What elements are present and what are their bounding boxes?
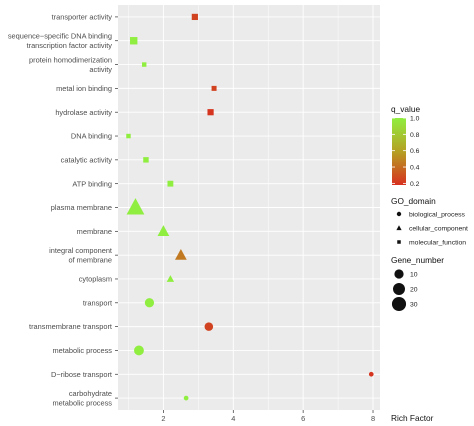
colorbar-label: 0.8 xyxy=(410,132,420,139)
colorbar-label: 0.4 xyxy=(410,165,420,172)
data-point xyxy=(167,180,174,187)
data-point xyxy=(130,37,138,45)
y-axis-labels: transporter activity sequence−specific DN… xyxy=(8,13,118,408)
y-tick-label-line: catalytic activity xyxy=(61,155,113,164)
data-point xyxy=(141,62,147,67)
legend-size-key xyxy=(393,283,405,295)
legend-shape-key xyxy=(396,225,402,231)
legend-go-domain: GO_domain biological_process cellular_com… xyxy=(391,196,468,246)
y-tick-label-line: transcription factor activity xyxy=(27,41,113,50)
y-tick-label-line: metabolic process xyxy=(52,346,112,355)
legend-shape-label: cellular_component xyxy=(409,225,468,232)
legend-size-key xyxy=(394,269,404,279)
data-point xyxy=(368,371,374,377)
legend-size-key xyxy=(391,296,407,312)
y-tick-label: metabolic process xyxy=(52,346,112,355)
legend-shape-label: biological_process xyxy=(409,211,466,218)
y-tick-label-line: sequence−specific DNA binding xyxy=(8,32,112,41)
data-point xyxy=(211,85,217,91)
data-point xyxy=(191,13,198,21)
data-point xyxy=(143,157,149,163)
y-tick-label: catalytic activity xyxy=(61,155,113,164)
y-tick-label-line: membrane xyxy=(77,227,112,236)
legend-size-label: 20 xyxy=(410,286,418,293)
y-tick-label: transporter activity xyxy=(52,13,113,22)
data-point xyxy=(207,109,214,116)
colorbar-label: 1.0 xyxy=(410,116,420,123)
y-tick-label-line: integral component xyxy=(49,246,112,255)
y-tick-label: sequence−specific DNA binding transcripti… xyxy=(8,32,112,51)
y-tick-label-line: metabolic process xyxy=(52,398,112,407)
legend-gene-number: Gene_number 10 20 30 xyxy=(391,255,444,312)
y-tick-label: cytoplasm xyxy=(79,275,112,284)
x-axis-title: Rich Factor xyxy=(391,413,434,423)
grid-lines xyxy=(118,5,380,410)
legend-go-domain-title: GO_domain xyxy=(391,196,436,206)
y-tick-label: hydrolase activity xyxy=(55,108,112,117)
colorbar-label: 0.2 xyxy=(410,181,420,188)
y-tick-label: carbohydrate metabolic process xyxy=(52,389,112,408)
data-point xyxy=(183,395,189,401)
y-tick-label-line: DNA binding xyxy=(71,132,112,141)
y-tick-label-line: metal ion binding xyxy=(56,84,112,93)
data-points xyxy=(126,13,374,401)
x-tick-label: 8 xyxy=(371,414,375,423)
data-point xyxy=(204,322,214,331)
y-tick-label: D−ribose transport xyxy=(51,370,112,379)
y-tick-label: protein homodimerization activity xyxy=(29,55,112,74)
legend-shape-key xyxy=(397,240,401,244)
legend-q-value: q_value 1.0 0.8 0.6 0.4 0.2 xyxy=(391,104,420,188)
y-tick-label: transport xyxy=(83,298,112,307)
legend-shape-label: molecular_function xyxy=(409,239,466,246)
y-tick-label-line: cytoplasm xyxy=(79,275,112,284)
y-tick-label-line: ATP binding xyxy=(72,179,112,188)
data-point xyxy=(166,275,175,282)
x-tick-label: 6 xyxy=(301,414,305,423)
legend-size-label: 10 xyxy=(410,271,418,278)
y-tick-label-line: activity xyxy=(89,65,112,74)
y-tick-label: metal ion binding xyxy=(56,84,112,93)
x-axis-ticks: 2 4 6 8 xyxy=(161,410,375,423)
legend-q-value-title: q_value xyxy=(391,104,420,114)
data-point xyxy=(134,345,144,356)
legend-gene-number-title: Gene_number xyxy=(391,255,444,265)
data-point xyxy=(175,248,187,260)
y-tick-label-line: transmembrane transport xyxy=(29,322,112,331)
y-tick-label: DNA binding xyxy=(71,132,112,141)
y-tick-label-line: protein homodimerization xyxy=(29,55,112,64)
y-tick-label-line: D−ribose transport xyxy=(51,370,112,379)
legend-size-label: 30 xyxy=(410,301,418,308)
y-tick-label-line: carbohydrate xyxy=(69,389,112,398)
colorbar-label: 0.6 xyxy=(410,148,420,155)
legend-shape-key xyxy=(396,211,402,217)
y-tick-label-line: hydrolase activity xyxy=(55,108,112,117)
q-value-colorbar xyxy=(392,118,406,185)
y-tick-label: integral component of membrane xyxy=(49,246,112,265)
x-tick-label: 2 xyxy=(161,414,165,423)
y-tick-label-line: transport xyxy=(83,298,112,307)
y-tick-label: membrane xyxy=(77,227,112,236)
data-point xyxy=(126,198,145,215)
y-tick-label: ATP binding xyxy=(72,179,112,188)
y-tick-label-line: plasma membrane xyxy=(51,203,112,212)
y-tick-label-line: of membrane xyxy=(68,256,112,265)
y-tick-label: plasma membrane xyxy=(51,203,112,212)
data-point xyxy=(144,298,155,308)
y-tick-label-line: transporter activity xyxy=(52,13,113,22)
data-point xyxy=(126,133,131,139)
x-tick-label: 4 xyxy=(231,414,235,423)
y-tick-label: transmembrane transport xyxy=(29,322,112,331)
data-point xyxy=(157,225,170,236)
